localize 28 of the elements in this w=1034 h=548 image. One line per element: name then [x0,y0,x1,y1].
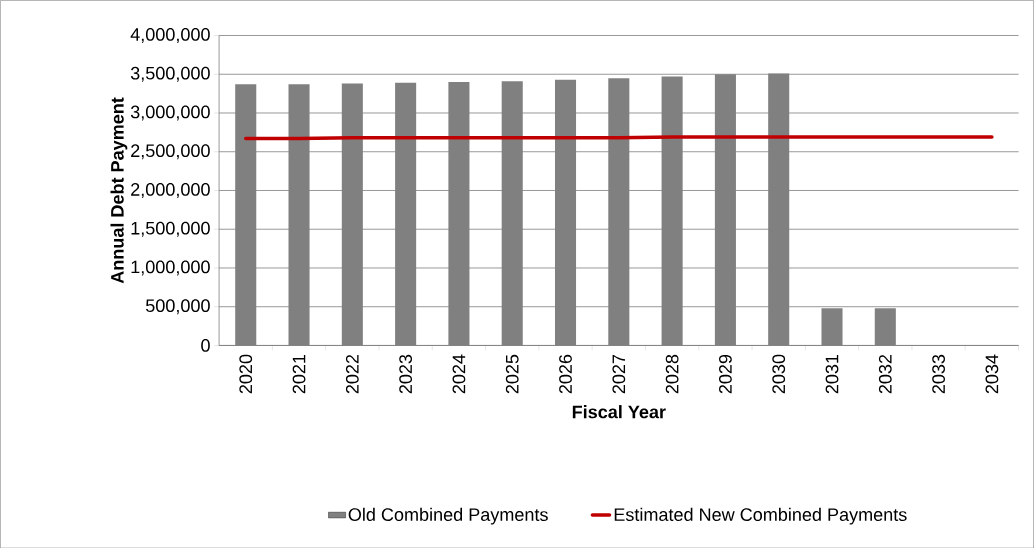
y-tick-label: 2,000,000 [131,182,210,198]
x-tick-label: 2020 [239,354,253,394]
x-tick-label: 2028 [665,354,679,394]
y-tick-label: 3,000,000 [130,105,210,121]
x-tick-label: 2034 [985,354,999,394]
x-tick-label: 2022 [345,354,359,394]
y-tick-label: 1,500,000 [131,221,210,237]
y-tick-label: 2,500,000 [131,144,210,159]
x-tick-label: 2025 [505,354,519,394]
x-tick-label: 2031 [825,354,839,394]
y-tick-label: 4,000,000 [130,27,210,43]
x-tick-label: 2026 [559,354,572,394]
legend-label: Old Combined Payments [348,507,548,525]
y-axis-title: Annual Debt Payment [110,97,128,284]
y-tick-label: 500,000 [145,299,210,314]
x-tick-label: 2030 [772,354,786,394]
x-tick-label: 2021 [292,354,306,394]
y-tick-label: 0 [201,338,210,352]
y-tick-label: 1,000,000 [131,260,210,276]
y-tick-label: 3,500,000 [130,66,210,82]
x-tick-label: 2033 [932,354,945,394]
x-tick-label: 2024 [452,354,466,394]
x-tick-label: 2032 [878,354,892,394]
legend-label: Estimated New Combined Payments [614,507,907,525]
x-tick-label: 2027 [612,354,626,394]
x-axis-title: Fiscal Year [572,404,666,419]
x-tick-label: 2029 [719,354,732,394]
x-tick-label: 2023 [399,354,413,394]
